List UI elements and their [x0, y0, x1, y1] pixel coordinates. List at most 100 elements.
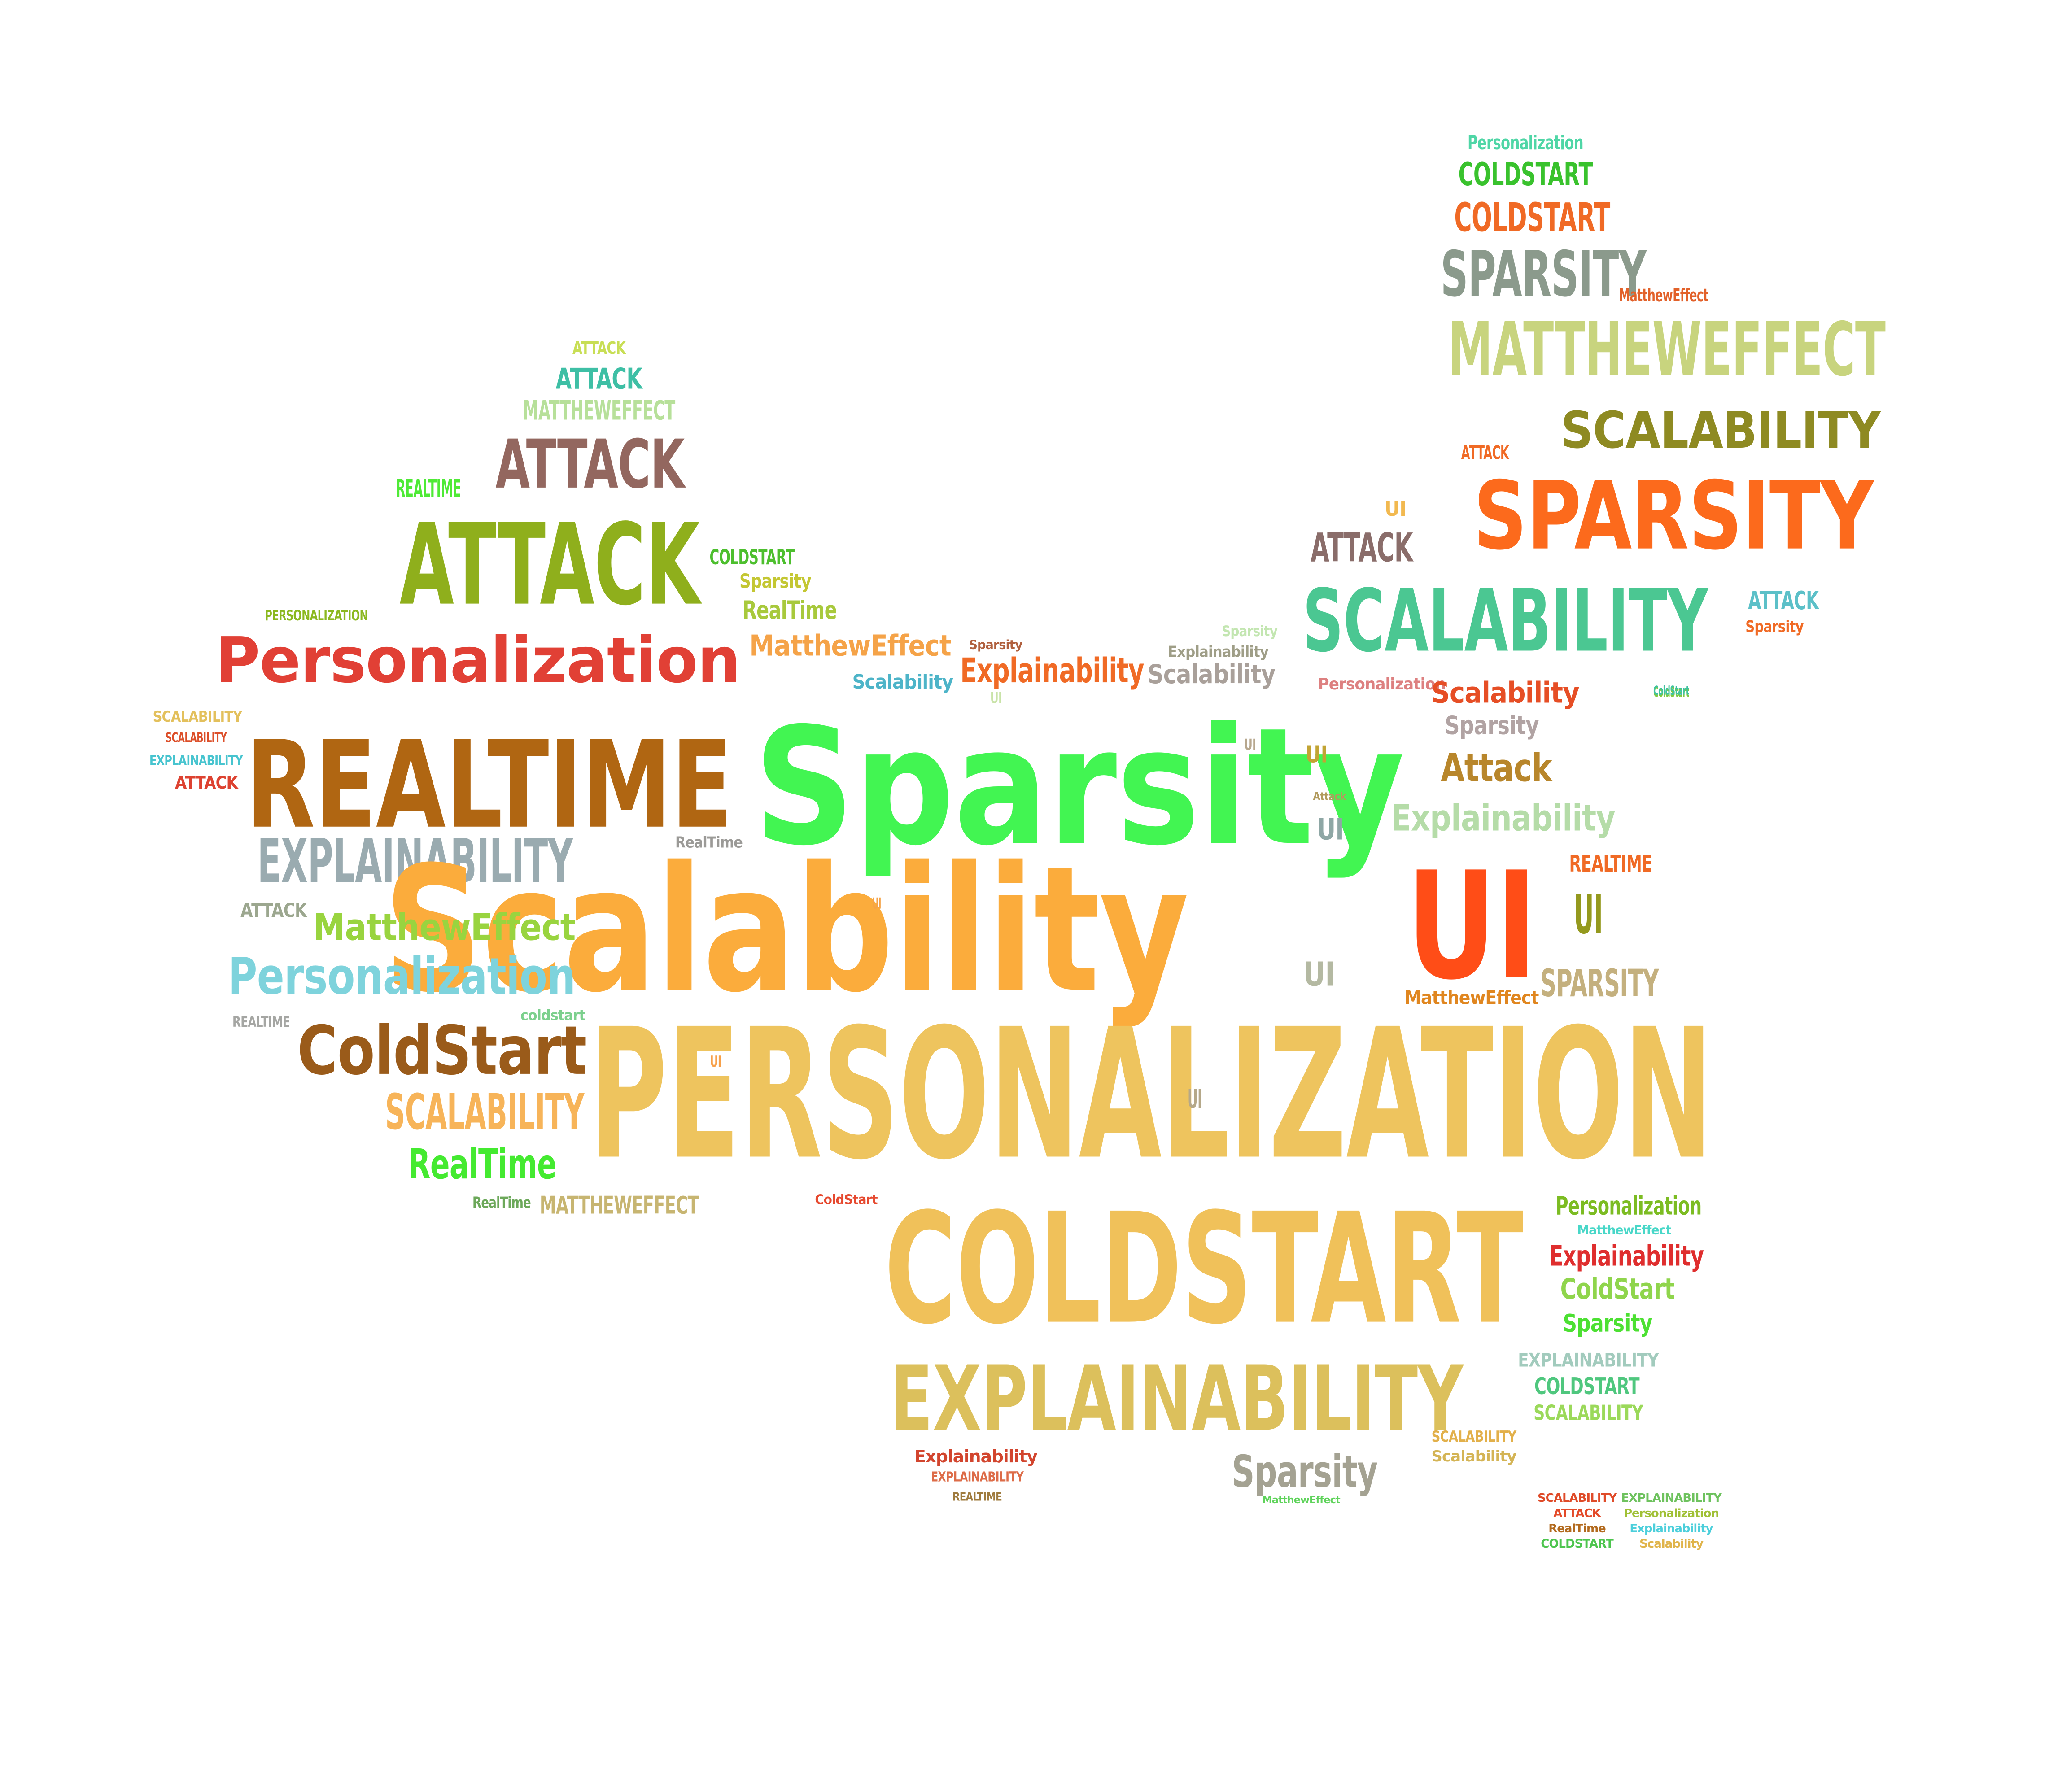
- cloud-word: Sparsity: [1222, 623, 1278, 640]
- cloud-word: ATTACK: [1311, 525, 1414, 571]
- cloud-word: SCALABILITY: [1538, 1491, 1617, 1505]
- cloud-word: Scalability: [1431, 1448, 1516, 1465]
- cloud-word: ATTACK: [572, 338, 626, 358]
- cloud-word: Sparsity: [969, 637, 1022, 652]
- cloud-word: Personalization: [1624, 1507, 1719, 1520]
- cloud-word: COLDSTART: [1534, 1372, 1640, 1400]
- cloud-word: EXPLAINABILITY: [890, 1346, 1464, 1451]
- cloud-word: UI: [1244, 736, 1256, 754]
- cloud-word: SCALABILITY: [1533, 1401, 1644, 1425]
- cloud-word: SPARSITY: [1473, 461, 1874, 571]
- cloud-word: UI: [1303, 955, 1335, 994]
- cloud-word: MATTHEWEFFECT: [523, 395, 675, 427]
- cloud-word: MatthewEffect: [1404, 987, 1539, 1009]
- cloud-word: SCALABILITY: [1302, 571, 1708, 671]
- cloud-word: ATTACK: [240, 899, 308, 922]
- cloud-word: Scalability: [1639, 1537, 1704, 1551]
- cloud-word: Sparsity: [754, 693, 1404, 881]
- cloud-word: RealTime: [675, 833, 743, 851]
- cloud-word: MatthewEffect: [1577, 1223, 1671, 1238]
- cloud-word: UI: [872, 895, 881, 913]
- cloud-word: COLDSTART: [1454, 195, 1610, 241]
- cloud-word: REALTIME: [1569, 850, 1652, 877]
- cloud-word: UI: [990, 689, 1002, 707]
- cloud-word: COLDSTART: [710, 545, 795, 569]
- cloud-word: ColdStart: [297, 1012, 587, 1090]
- cloud-word: Personalization: [1556, 1191, 1702, 1221]
- cloud-word: PERSONALIZATION: [589, 990, 1713, 1199]
- cloud-word: COLDSTART: [884, 1181, 1524, 1358]
- cloud-word: SCALABILITY: [1432, 1428, 1517, 1446]
- cloud-word: UI: [1385, 497, 1406, 521]
- cloud-word: Scalability: [1148, 659, 1276, 689]
- cloud-word: Explainability: [960, 651, 1144, 690]
- cloud-word: MatthewEffect: [1619, 285, 1708, 306]
- cloud-word: Personalization: [228, 947, 576, 1006]
- cloud-word: ATTACK: [495, 425, 686, 504]
- cloud-word: MATTHEWEFFECT: [540, 1191, 699, 1219]
- cloud-word: Sparsity: [1745, 617, 1804, 636]
- cloud-word: SCALABILITY: [385, 1084, 585, 1141]
- cloud-word: Personalization: [215, 623, 740, 697]
- cloud-word: COLDSTART: [1458, 157, 1593, 193]
- cloud-word: PERSONALIZATION: [265, 607, 368, 624]
- cloud-word: MatthewEffect: [1262, 1494, 1341, 1506]
- cloud-word: MatthewEffect: [313, 906, 576, 949]
- cloud-word: ATTACK: [556, 362, 643, 396]
- cloud-word: Attack: [1441, 746, 1553, 790]
- cloud-word: coldstart: [520, 1007, 585, 1024]
- cloud-word: EXPLAINABILITY: [149, 753, 243, 768]
- cloud-word: Explainability: [1391, 798, 1615, 839]
- cloud-word: Explainability: [1549, 1240, 1704, 1273]
- cloud-word: SCALABILITY: [1561, 401, 1882, 460]
- cloud-word: RealTime: [472, 1194, 531, 1212]
- cloud-word: ATTACK: [399, 500, 702, 630]
- cloud-word: REALTIME: [396, 475, 461, 504]
- cloud-word: Explainability: [914, 1447, 1037, 1466]
- cloud-word: REALTIME: [952, 1490, 1002, 1504]
- cloud-word: SPARSITY: [1441, 238, 1647, 311]
- cloud-word: UI: [1188, 1084, 1202, 1114]
- cloud-word: Sparsity: [1563, 1309, 1652, 1338]
- cloud-word: ATTACK: [1461, 442, 1510, 464]
- cloud-word: ColdStart: [815, 1191, 878, 1207]
- cloud-word: Attack: [1313, 790, 1346, 802]
- cloud-word: SCALABILITY: [166, 730, 227, 746]
- cloud-word: EXPLAINABILITY: [1621, 1491, 1722, 1505]
- cloud-word: MATTHEWEFFECT: [1448, 307, 1886, 393]
- cloud-word: EXPLAINABILITY: [931, 1469, 1024, 1485]
- cloud-word: ColdStart: [1653, 684, 1689, 698]
- cloud-word: ColdStart: [1653, 684, 1689, 700]
- cloud-word: SCALABILITY: [153, 708, 243, 726]
- cloud-word: EXPLAINABILITY: [1518, 1350, 1659, 1372]
- cloud-word: UI: [1574, 884, 1603, 946]
- cloud-word: ATTACK: [175, 773, 239, 793]
- cloud-word: Explainability: [1630, 1522, 1713, 1535]
- cloud-word: COLDSTART: [1541, 1537, 1614, 1551]
- cloud-word: UI: [1407, 840, 1537, 1012]
- cloud-word: SPARSITY: [1540, 962, 1659, 1005]
- cloud-word: Scalability: [1431, 676, 1579, 710]
- cloud-word: EXPLAINABILITY: [258, 826, 573, 897]
- cloud-word: Personalization: [1318, 675, 1446, 693]
- cloud-word: ATTACK: [1748, 587, 1820, 616]
- cloud-word: ColdStart: [1560, 1273, 1675, 1306]
- cloud-word: UI: [710, 1052, 721, 1070]
- cloud-word: Scalability: [384, 830, 1189, 1031]
- cloud-word: Explainability: [1168, 643, 1269, 661]
- cloud-word: Sparsity: [1445, 711, 1539, 740]
- cloud-word: REALTIME: [246, 715, 733, 855]
- cloud-word: UI: [1305, 741, 1328, 768]
- cloud-word: MatthewEffect: [749, 629, 951, 663]
- cloud-word: Scalability: [852, 670, 953, 693]
- cloud-word: UI: [1317, 813, 1344, 847]
- cloud-word: RealTime: [1548, 1522, 1606, 1535]
- cloud-word: Sparsity: [1232, 1447, 1378, 1497]
- cloud-word: Sparsity: [739, 570, 811, 593]
- cloud-word: RealTime: [743, 595, 837, 625]
- cloud-word: RealTime: [408, 1140, 556, 1188]
- cloud-word: REALTIME: [232, 1013, 290, 1030]
- cloud-word: ATTACK: [1553, 1507, 1601, 1520]
